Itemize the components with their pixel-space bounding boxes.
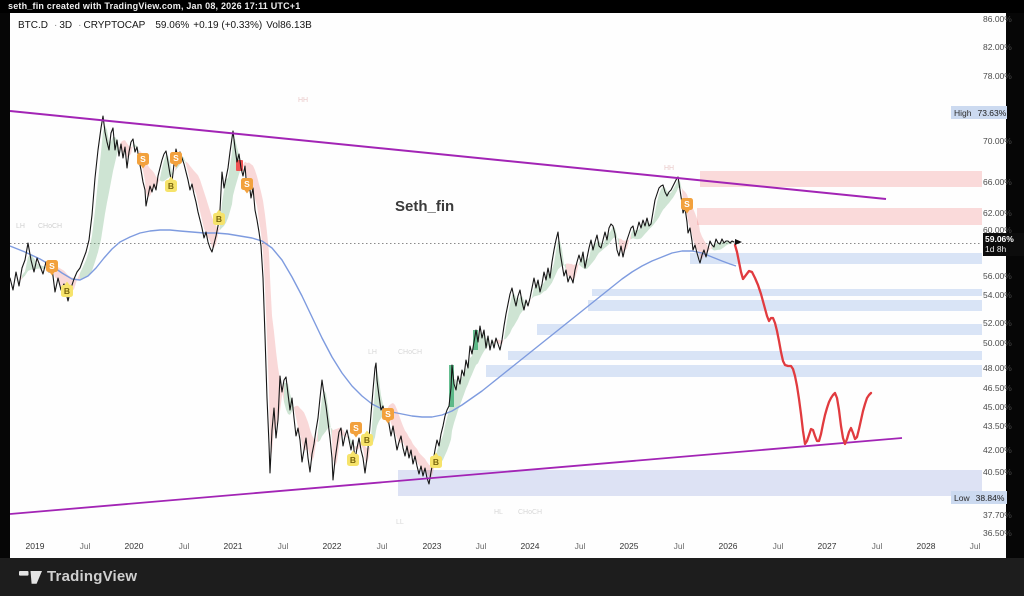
- y-axis-tick: 70.00%: [983, 136, 1012, 146]
- last-price: 59.06%: [155, 20, 190, 31]
- x-axis-tick: Jul: [969, 541, 981, 551]
- current-price-badge: 59.06% 1d 8h: [983, 233, 1024, 256]
- x-axis-tick: 2023: [422, 541, 442, 551]
- price-change: +0.19 (+0.33%): [193, 20, 263, 31]
- footer-bar: TradingView: [0, 558, 1024, 596]
- tradingview-logo-icon[interactable]: [19, 569, 43, 586]
- x-axis-tick: Jul: [574, 541, 586, 551]
- y-axis-tick: 78.00%: [983, 71, 1012, 81]
- y-axis-tick: 42.00%: [983, 445, 1012, 455]
- y-axis-tick: 36.50%: [983, 528, 1012, 538]
- y-axis-tick: 60.00%: [983, 225, 1012, 235]
- interval-label: 3D: [59, 20, 73, 31]
- x-axis-tick: Jul: [475, 541, 487, 551]
- y-axis-tick: 66.00%: [983, 177, 1012, 187]
- y-axis-tick: 50.00%: [983, 338, 1012, 348]
- y-axis-tick: 62.00%: [983, 208, 1012, 218]
- x-axis-tick: 2020: [124, 541, 144, 551]
- high-value: 73.63%: [977, 107, 1007, 118]
- y-axis-tick: 45.00%: [983, 402, 1012, 412]
- x-axis-tick: Jul: [178, 541, 190, 551]
- attribution-bar: seth_fin created with TradingView.com, J…: [0, 0, 1024, 13]
- y-axis-tick: 52.00%: [983, 318, 1012, 328]
- high-price-badge: High 73.63%: [951, 106, 1007, 119]
- volume-label: Vol86.13B: [266, 20, 312, 31]
- y-axis-tick: 37.70%: [983, 510, 1012, 520]
- x-axis-tick: 2022: [322, 541, 342, 551]
- low-label: Low: [954, 492, 970, 503]
- y-axis-tick: 46.50%: [983, 383, 1012, 393]
- author-watermark: Seth_fin: [395, 198, 455, 215]
- separator: ·: [78, 20, 82, 31]
- x-axis-tick: 2019: [25, 541, 45, 551]
- symbol-info-bar: BTC.D · 3D · CRYPTOCAP 59.06% +0.19 (+0.33%) Vo…: [18, 20, 316, 31]
- chart-panel[interactable]: [10, 13, 1006, 558]
- x-axis-tick: Jul: [79, 541, 91, 551]
- separator: ·: [54, 20, 58, 31]
- y-axis-tick: 40.50%: [983, 467, 1012, 477]
- symbol-name: BTC.D: [18, 20, 48, 31]
- x-axis-tick: Jul: [376, 541, 388, 551]
- x-axis-tick: 2021: [223, 541, 243, 551]
- current-price-value: 59.06%: [985, 234, 1014, 244]
- y-axis-tick: 43.50%: [983, 421, 1012, 431]
- x-axis-tick: 2027: [817, 541, 837, 551]
- exchange-label: CRYPTOCAP: [83, 20, 146, 31]
- bar-countdown: 1d 8h: [985, 244, 1007, 254]
- x-axis-tick: Jul: [277, 541, 289, 551]
- x-axis-tick: Jul: [871, 541, 883, 551]
- y-axis-tick: 48.00%: [983, 363, 1012, 373]
- x-axis-tick: 2024: [520, 541, 540, 551]
- y-axis-tick: 54.00%: [983, 290, 1012, 300]
- y-axis-tick: 86.00%: [983, 14, 1012, 24]
- tradingview-brand[interactable]: TradingView: [47, 568, 138, 585]
- attribution-text: seth_fin created with TradingView.com, J…: [8, 1, 301, 11]
- low-value: 38.84%: [975, 492, 1005, 503]
- high-label: High: [954, 107, 972, 118]
- x-axis-tick: 2026: [718, 541, 738, 551]
- low-price-badge: Low 38.84%: [951, 491, 1007, 504]
- y-axis-tick: 82.00%: [983, 42, 1012, 52]
- x-axis-tick: 2028: [916, 541, 936, 551]
- x-axis-tick: Jul: [772, 541, 784, 551]
- x-axis-tick: Jul: [673, 541, 685, 551]
- x-axis-tick: 2025: [619, 541, 639, 551]
- y-axis-tick: 56.00%: [983, 271, 1012, 281]
